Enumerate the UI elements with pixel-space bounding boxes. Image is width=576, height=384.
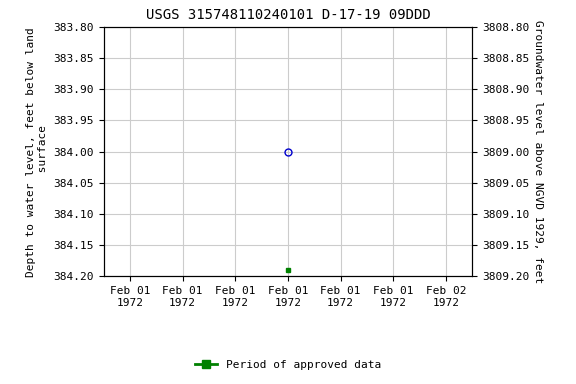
Legend: Period of approved data: Period of approved data: [191, 356, 385, 375]
Y-axis label: Depth to water level, feet below land
 surface: Depth to water level, feet below land su…: [26, 27, 48, 276]
Y-axis label: Groundwater level above NGVD 1929, feet: Groundwater level above NGVD 1929, feet: [533, 20, 543, 283]
Title: USGS 315748110240101 D-17-19 09DDD: USGS 315748110240101 D-17-19 09DDD: [146, 8, 430, 22]
